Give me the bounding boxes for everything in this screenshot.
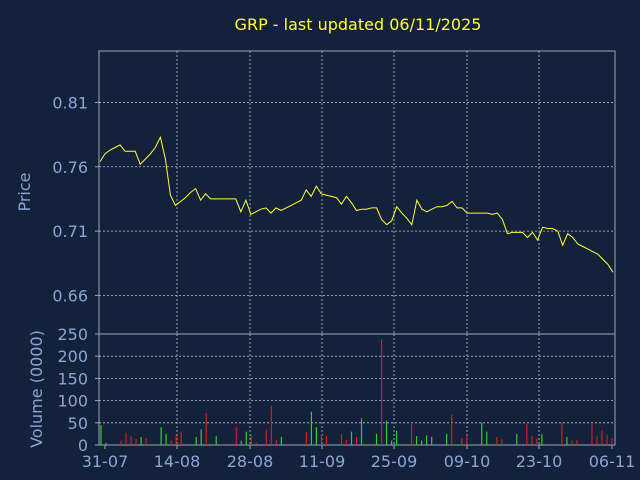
volume-bars — [100, 339, 613, 445]
volume-axis-label: Volume (0000) — [27, 330, 46, 448]
volume-tick-label: 250 — [57, 325, 88, 344]
x-tick-label: 11-09 — [299, 452, 346, 471]
x-tick-label: 31-07 — [82, 452, 129, 471]
price-tick-label: 0.81 — [52, 93, 88, 112]
volume-tick-label: 150 — [57, 369, 88, 388]
price-axis-label: Price — [15, 172, 34, 211]
volume-tick-label: 200 — [57, 347, 88, 366]
volume-tick-label: 50 — [68, 414, 88, 433]
volume-grid — [99, 334, 615, 445]
x-tick-label: 09-10 — [444, 452, 491, 471]
x-tick-label: 25-09 — [371, 452, 418, 471]
price-grid — [99, 51, 615, 334]
x-axis: 31-07 14-08 28-08 11-09 25-09 09-10 23-10 06-11 — [82, 445, 636, 471]
x-tick-label: 23-10 — [516, 452, 563, 471]
price-tick-label: 0.66 — [52, 286, 88, 305]
x-tick-label: 06-11 — [589, 452, 636, 471]
price-y-axis: 0.81 0.76 0.71 0.66 — [52, 93, 99, 305]
price-series-line — [99, 135, 614, 273]
volume-y-axis: 250 200 150 100 50 0 — [57, 325, 99, 455]
price-panel-frame — [98, 50, 616, 335]
volume-tick-label: 0 — [78, 436, 88, 455]
price-tick-label: 0.71 — [52, 222, 88, 241]
chart-title: GRP - last updated 06/11/2025 — [235, 15, 482, 34]
volume-panel-frame — [98, 333, 616, 446]
price-tick-label: 0.76 — [52, 158, 88, 177]
x-tick-label: 28-08 — [227, 452, 274, 471]
volume-tick-label: 100 — [57, 392, 88, 411]
x-tick-label: 14-08 — [154, 452, 201, 471]
